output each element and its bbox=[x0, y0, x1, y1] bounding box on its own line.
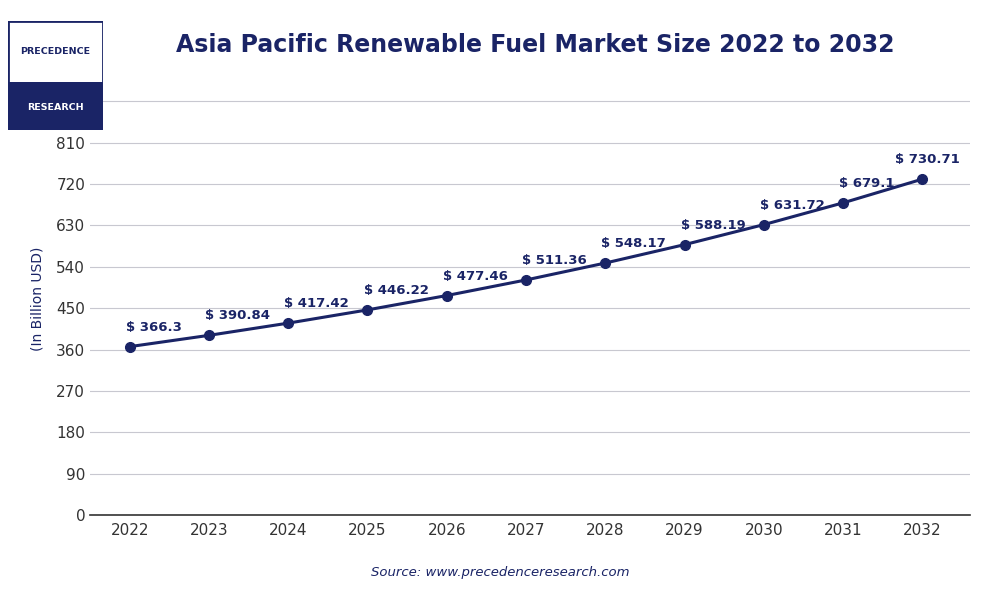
Text: $ 390.84: $ 390.84 bbox=[205, 310, 270, 323]
Text: $ 511.36: $ 511.36 bbox=[522, 254, 587, 267]
Text: $ 730.71: $ 730.71 bbox=[895, 153, 959, 166]
Text: $ 631.72: $ 631.72 bbox=[760, 199, 825, 212]
FancyBboxPatch shape bbox=[8, 21, 103, 130]
Text: $ 446.22: $ 446.22 bbox=[364, 284, 428, 297]
Text: RESEARCH: RESEARCH bbox=[27, 103, 84, 112]
Text: Asia Pacific Renewable Fuel Market Size 2022 to 2032: Asia Pacific Renewable Fuel Market Size … bbox=[176, 33, 894, 57]
Text: $ 588.19: $ 588.19 bbox=[681, 219, 745, 231]
Text: $ 679.1: $ 679.1 bbox=[839, 177, 895, 190]
Text: PRECEDENCE: PRECEDENCE bbox=[20, 47, 91, 56]
FancyBboxPatch shape bbox=[8, 82, 103, 130]
Text: $ 366.3: $ 366.3 bbox=[126, 321, 182, 334]
Y-axis label: (In Billion USD): (In Billion USD) bbox=[31, 247, 45, 351]
Text: Source: www.precedenceresearch.com: Source: www.precedenceresearch.com bbox=[371, 566, 629, 579]
Text: $ 477.46: $ 477.46 bbox=[443, 270, 508, 282]
Text: $ 417.42: $ 417.42 bbox=[284, 297, 349, 310]
Text: $ 548.17: $ 548.17 bbox=[601, 237, 666, 250]
